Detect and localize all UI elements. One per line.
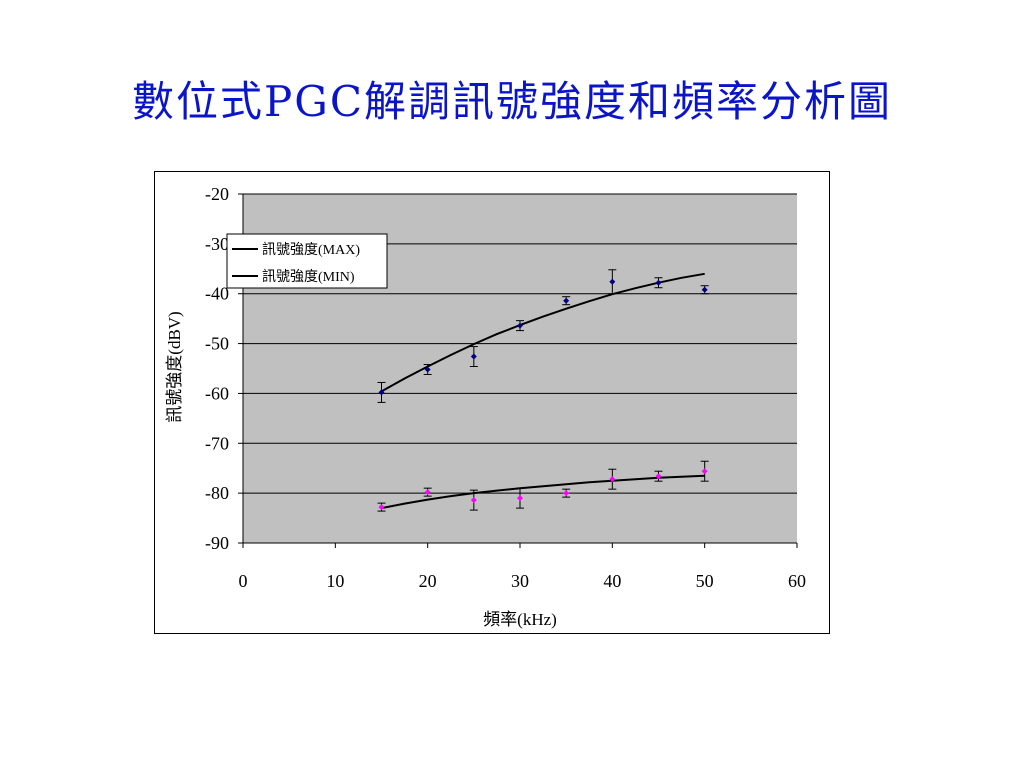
data-point-0-2 (470, 353, 477, 360)
legend-label-min: 訊號強度(MIN) (262, 269, 355, 285)
legend: 訊號強度(MAX) 訊號強度(MIN) (226, 233, 388, 289)
y-tick-label-3: -50 (205, 334, 229, 354)
data-point-0-6 (655, 279, 662, 286)
data-point-1-0 (378, 504, 385, 511)
y-tick-label-1: -30 (205, 234, 229, 254)
x-tick-label-3: 30 (511, 571, 529, 591)
data-point-1-5 (609, 476, 616, 483)
data-point-0-4 (563, 297, 570, 304)
chart-svg: -20 -30 -40 -50 -60 -70 -80 -90 0 10 20 30 40 50 60 頻率… (165, 184, 806, 629)
tick-labels: -20 -30 -40 -50 -60 -70 -80 -90 0 10 20 30 40 50 60 (205, 184, 806, 591)
data-point-1-4 (563, 490, 570, 497)
y-tick-label-7: -90 (205, 533, 229, 553)
slide-title: 數位式PGC解調訊號強度和頻率分析圖 (132, 77, 892, 126)
y-tick-label-2: -40 (205, 284, 229, 304)
fit-curve-1 (381, 474, 705, 510)
data-point-1-7 (701, 468, 708, 475)
x-tick-label-6: 60 (788, 571, 806, 591)
x-tick-label-5: 50 (696, 571, 714, 591)
data-point-0-3 (517, 322, 523, 329)
x-tick-label-4: 40 (603, 571, 621, 591)
data-points (378, 278, 708, 511)
x-tick-label-2: 20 (419, 571, 437, 591)
y-axis-label: 訊號強度(dBV) (165, 311, 184, 422)
data-point-1-2 (470, 497, 477, 504)
data-point-1-1 (424, 489, 431, 496)
data-point-1-3 (517, 495, 523, 502)
fit-curves (381, 272, 705, 510)
x-axis-label: 頻率(kHz) (483, 610, 557, 629)
y-tick-label-0: -20 (205, 184, 229, 204)
x-tick-label-0: 0 (239, 571, 248, 591)
legend-box (226, 233, 388, 289)
data-point-0-5 (609, 278, 616, 285)
fit-curve-0 (381, 272, 705, 393)
data-point-0-0 (378, 389, 385, 396)
data-point-1-6 (655, 473, 662, 480)
y-tick-label-5: -70 (205, 433, 229, 453)
data-point-0-1 (424, 366, 431, 373)
x-tick-label-1: 10 (326, 571, 344, 591)
data-point-0-7 (701, 286, 708, 293)
y-tick-label-6: -80 (205, 483, 229, 503)
y-tick-label-4: -60 (205, 383, 229, 403)
legend-label-max: 訊號強度(MAX) (262, 242, 360, 258)
chart-frame: -20 -30 -40 -50 -60 -70 -80 -90 0 10 20 30 40 50 60 頻率… (154, 171, 830, 634)
